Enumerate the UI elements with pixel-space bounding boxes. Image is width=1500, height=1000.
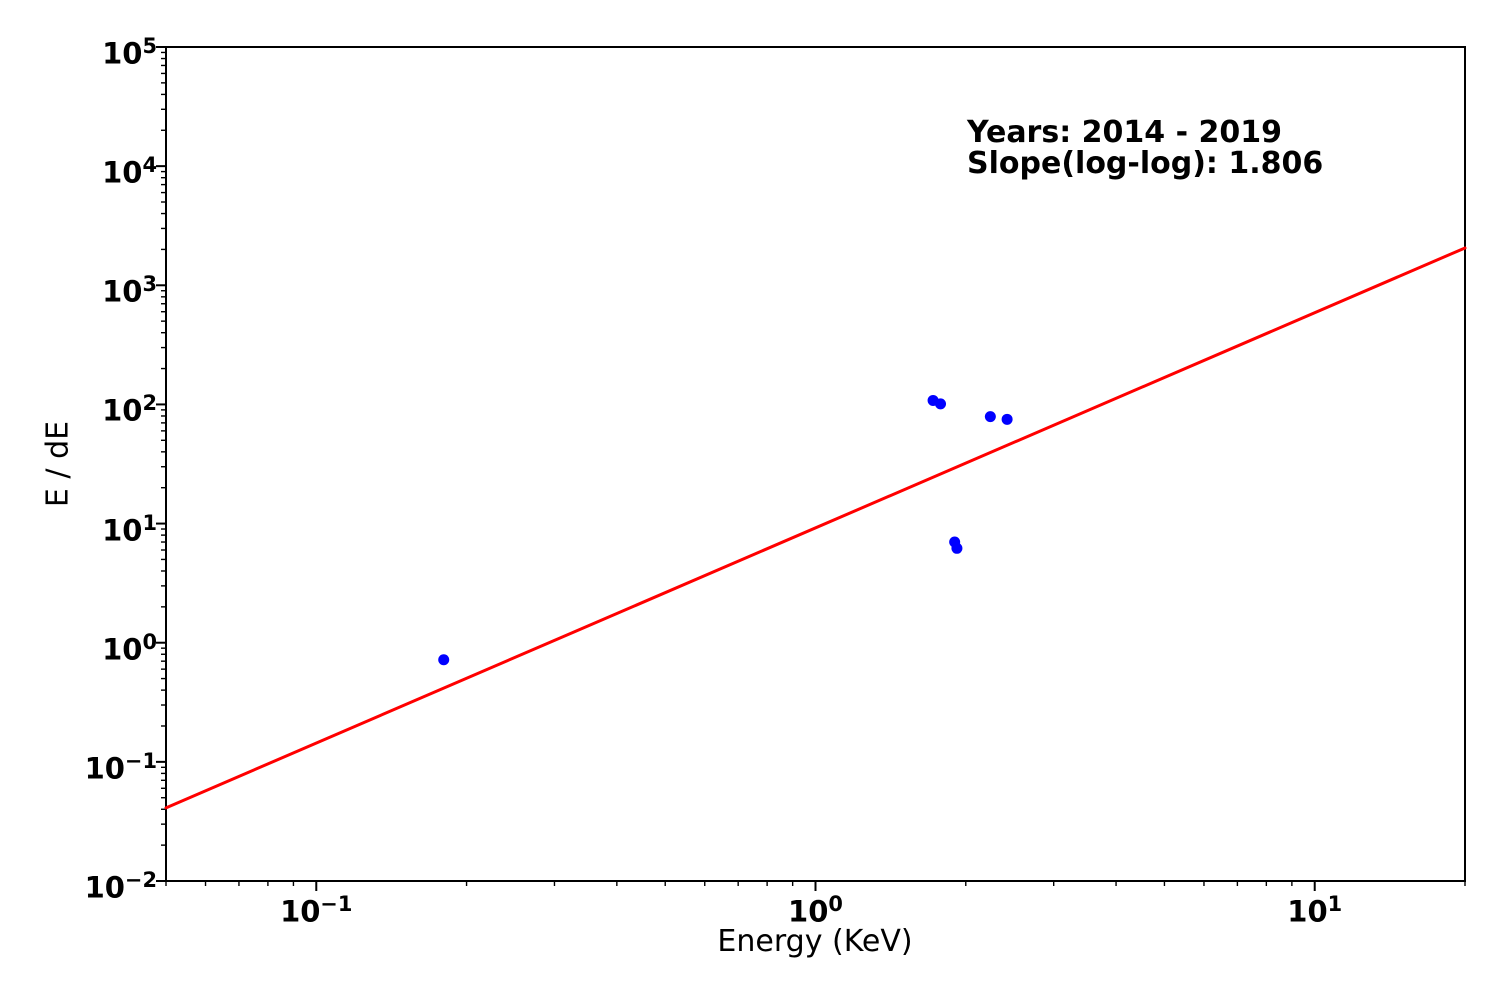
axes-frame [165, 46, 1466, 882]
y-tick-label: 104 [102, 153, 157, 190]
y-tick-label: 10−2 [84, 868, 157, 905]
y-axis-label: E / dE [40, 420, 76, 508]
annotation-slope: Slope(log-log): 1.806 [967, 146, 1324, 181]
annotation-block: Years: 2014 - 2019 Slope(log-log): 1.806 [967, 117, 1323, 179]
y-tick-label: 105 [102, 34, 157, 71]
data-point [951, 542, 963, 554]
x-axis-label: Energy (KeV) [717, 924, 913, 959]
data-point [935, 398, 947, 410]
data-point [984, 411, 996, 423]
y-tick-label: 100 [102, 629, 157, 667]
x-tick-label: 101 [1287, 892, 1343, 929]
data-point [1001, 413, 1013, 425]
data-point [438, 654, 450, 666]
y-tick-label: 10−1 [84, 748, 157, 786]
y-tick-label: 103 [102, 272, 157, 309]
annotation-years: Years: 2014 - 2019 [967, 115, 1282, 150]
x-tick-label: 100 [788, 892, 843, 929]
y-tick-label: 102 [102, 391, 157, 429]
y-tick-label: 101 [102, 510, 157, 548]
x-tick-label: 10−1 [280, 892, 353, 929]
fit-line [164, 246, 1467, 810]
